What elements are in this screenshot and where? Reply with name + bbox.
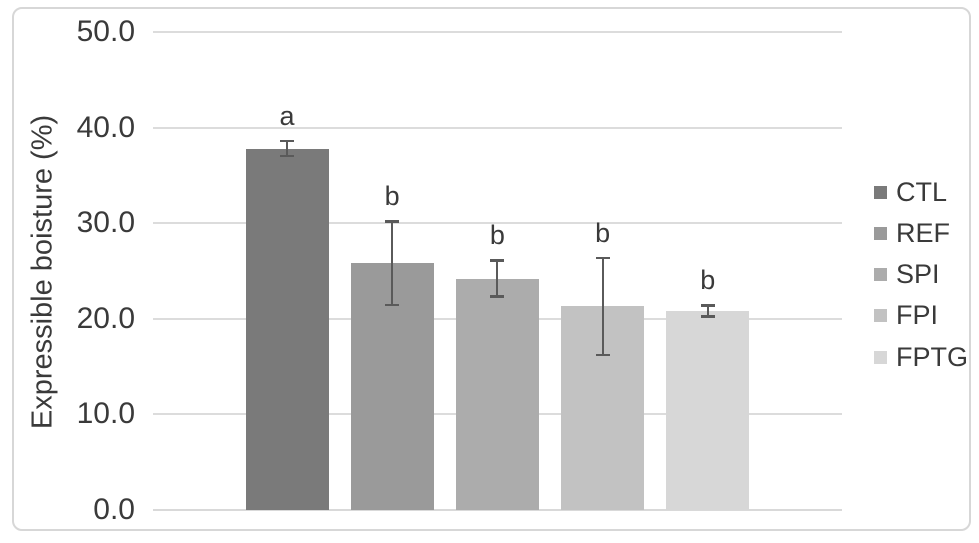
y-axis-title: Expressible boisture (%) [26,114,59,430]
legend-swatch [874,226,887,240]
significance-letter: b [489,220,505,251]
error-bar-line [391,221,394,306]
error-bar-cap-top [595,256,610,260]
legend-label: FPTG [896,341,968,372]
legend-swatch [874,309,887,323]
legend-item-fptg: FPTG [874,341,968,373]
y-tick-label: 0.0 [93,493,135,526]
error-bar-line [496,260,499,297]
error-bar-cap-top [280,139,294,143]
y-tick-label: 50.0 [76,15,135,48]
error-bar-cap-top [490,259,505,262]
y-tick-label: 10.0 [76,397,135,431]
legend-swatch [874,350,887,364]
error-bar-line [706,305,709,317]
significance-letter: b [595,217,611,248]
bar-ctl [245,148,329,510]
gridline [153,126,842,129]
legend-item-fpi: FPI [874,300,938,332]
legend-label: CTL [896,176,948,207]
legend-item-ref: REF [874,217,950,249]
error-bar-line [286,140,288,157]
y-tick-label: 40.0 [76,110,135,144]
legend-item-ctl: CTL [874,176,947,208]
significance-letter: b [384,181,400,212]
plot-area: a b b b b [153,31,842,511]
legend-label: FPI [896,300,939,331]
error-bar-cap-bottom [490,295,505,298]
legend-item-spi: SPI [874,259,940,291]
gridline [153,31,842,33]
significance-letter: b [700,265,716,296]
error-bar-cap-bottom [385,303,400,307]
y-tick-label: 30.0 [76,206,135,240]
chart-frame [12,7,971,531]
bar-fptg [666,311,750,510]
significance-letter: a [279,100,295,131]
error-bar-cap-top [385,220,400,223]
legend-swatch [874,185,887,199]
y-tick-label: 20.0 [76,301,135,335]
legend-swatch [874,268,887,282]
error-bar-cap-top [700,304,715,307]
x-axis-line [153,509,842,511]
error-bar-line [601,257,604,356]
legend-label: REF [896,217,950,248]
gridline [153,222,842,225]
legend-label: SPI [896,259,940,290]
error-bar-cap-bottom [595,353,610,357]
bar-spi [455,278,539,510]
error-bar-cap-bottom [700,315,715,318]
error-bar-cap-bottom [280,154,294,158]
